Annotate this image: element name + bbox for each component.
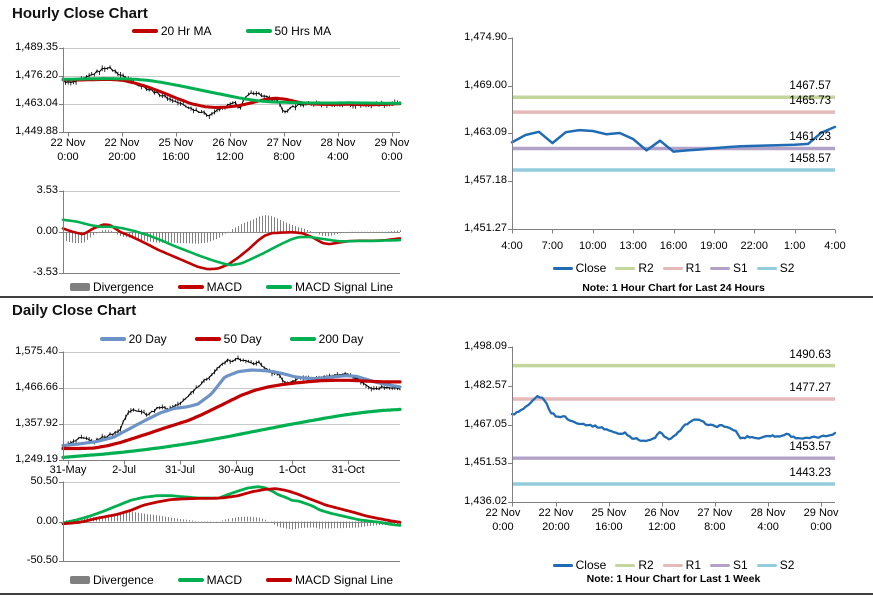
hourly-close-chart — [59, 47, 402, 137]
hourly-sr-chart — [508, 37, 837, 234]
section-divider — [0, 296, 873, 298]
daily-close-chart — [59, 351, 402, 465]
daily-section-title: Daily Close Chart — [12, 302, 137, 319]
hourly-section-title: Hourly Close Chart — [12, 5, 148, 22]
daily-macd-chart — [59, 481, 402, 562]
weekly-sr-chart — [508, 346, 837, 507]
bottom-divider — [0, 593, 873, 595]
hourly-macd-chart — [59, 190, 402, 274]
